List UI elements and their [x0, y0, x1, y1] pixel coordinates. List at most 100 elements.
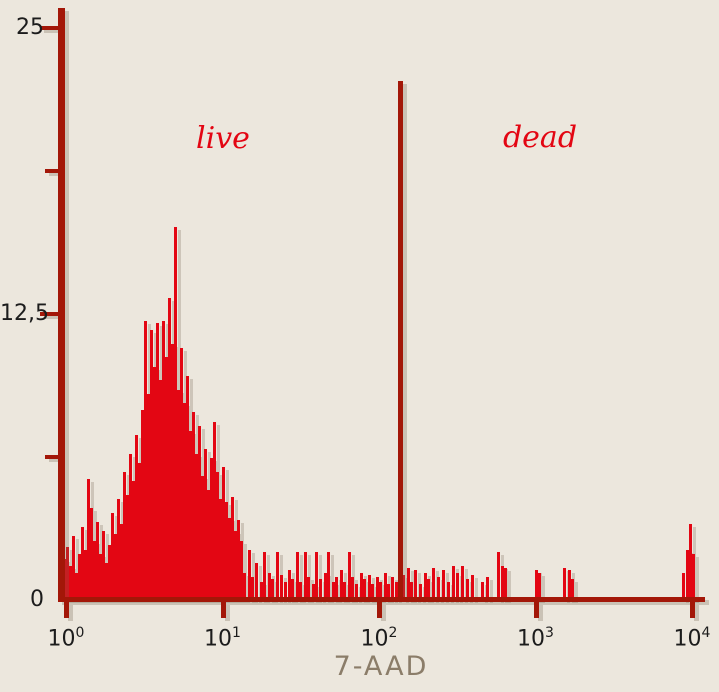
- histogram-bar: [135, 435, 138, 600]
- histogram-bar: [424, 572, 427, 600]
- histogram-bar: [466, 579, 469, 600]
- histogram-bar: [102, 531, 105, 600]
- y-axis-line: [58, 8, 65, 602]
- x-tick: [533, 602, 539, 618]
- histogram-bar: [248, 549, 251, 600]
- histogram-bar: [288, 570, 291, 600]
- histogram-bar: [571, 579, 574, 600]
- histogram-bar: [251, 577, 254, 600]
- histogram-bar: [132, 481, 135, 600]
- histogram-bar: [231, 497, 234, 600]
- histogram-bar: [201, 476, 204, 600]
- histogram-bar: [87, 478, 90, 600]
- histogram-bar: [84, 549, 87, 600]
- histogram-bar: [391, 577, 394, 600]
- histogram-bar: [150, 330, 153, 600]
- y-tick-label: 0: [30, 587, 44, 612]
- histogram-bar: [117, 499, 120, 600]
- histogram-bar: [456, 572, 459, 600]
- histogram-bar: [296, 551, 299, 600]
- histogram-bar: [568, 570, 571, 600]
- histogram-bar: [427, 579, 430, 600]
- histogram-bar: [186, 375, 189, 600]
- histogram-bar: [66, 547, 69, 600]
- x-tick: [377, 602, 382, 618]
- x-tick: [64, 602, 69, 618]
- dead-region-label: dead: [502, 120, 578, 155]
- histogram-bar: [183, 403, 186, 600]
- x-tick-label: 100: [47, 625, 85, 652]
- histogram-bar: [114, 533, 117, 600]
- histogram-bar: [414, 570, 417, 600]
- histogram-bar: [486, 577, 489, 600]
- histogram-bar: [504, 567, 507, 600]
- x-tick-label: 102: [360, 625, 398, 652]
- histogram-bar: [371, 583, 374, 600]
- histogram-bar: [240, 540, 243, 600]
- histogram-bar: [204, 448, 207, 600]
- y-minor-tick: [45, 455, 58, 459]
- live-region-label: live: [196, 121, 250, 156]
- histogram-bar: [90, 508, 93, 600]
- x-tick-label: 101: [204, 625, 241, 652]
- x-tick-label: 103: [517, 625, 554, 652]
- histogram-bar: [315, 551, 318, 600]
- y-tick-label: 12,5: [0, 301, 49, 326]
- histogram-bar: [304, 551, 307, 600]
- histogram-bar: [442, 570, 445, 600]
- histogram-bar: [174, 227, 177, 600]
- histogram-bar: [162, 320, 165, 600]
- histogram-bar: [156, 323, 159, 600]
- histogram-bar: [120, 524, 123, 600]
- histogram-bar: [159, 380, 162, 600]
- histogram-bar: [222, 467, 225, 600]
- histogram-bar: [307, 577, 310, 600]
- histogram-bar: [243, 572, 246, 600]
- histogram-bar: [692, 554, 695, 600]
- y-minor-tick: [45, 169, 58, 173]
- histogram-bar: [497, 551, 500, 600]
- histogram-bar: [340, 570, 343, 600]
- histogram-bar: [129, 453, 132, 600]
- histogram-bar: [686, 549, 689, 600]
- histogram-bar: [78, 554, 81, 600]
- histogram-bar: [461, 565, 464, 600]
- histogram-bar: [108, 545, 111, 600]
- histogram-bar: [332, 581, 335, 600]
- histogram-bar: [563, 567, 566, 600]
- histogram-bar: [452, 565, 455, 600]
- histogram-bar: [213, 421, 216, 600]
- gate-line: [398, 81, 403, 602]
- y-major-tick: [40, 312, 58, 316]
- histogram-bar: [93, 540, 96, 600]
- histogram-bar: [198, 426, 201, 600]
- histogram-bar: [343, 581, 346, 600]
- histogram-bar: [260, 581, 263, 600]
- histogram-bar: [138, 462, 141, 600]
- histogram-bar: [219, 499, 222, 600]
- histogram-bar: [165, 357, 168, 600]
- histogram-bar: [327, 551, 330, 600]
- histogram-bar: [171, 343, 174, 600]
- histogram-bar: [263, 551, 266, 600]
- histogram-bar: [126, 494, 129, 600]
- histogram-bar: [280, 574, 283, 600]
- histogram-bar: [682, 572, 685, 600]
- histogram-bar: [177, 389, 180, 600]
- histogram-bar: [225, 501, 228, 600]
- histogram-bar: [180, 348, 183, 600]
- histogram-bar: [195, 453, 198, 600]
- histogram-bar: [535, 570, 538, 600]
- histogram-bar: [72, 535, 75, 600]
- histogram-bar: [141, 410, 144, 600]
- histogram-bar: [81, 526, 84, 600]
- histogram-bar: [689, 524, 692, 600]
- y-major-tick: [40, 26, 58, 30]
- x-tick: [220, 602, 226, 618]
- histogram-bar: [189, 430, 192, 600]
- histogram-bar: [234, 531, 237, 600]
- histogram-bar: [237, 519, 240, 600]
- histogram-bar: [481, 581, 484, 600]
- histogram-bar: [395, 581, 398, 600]
